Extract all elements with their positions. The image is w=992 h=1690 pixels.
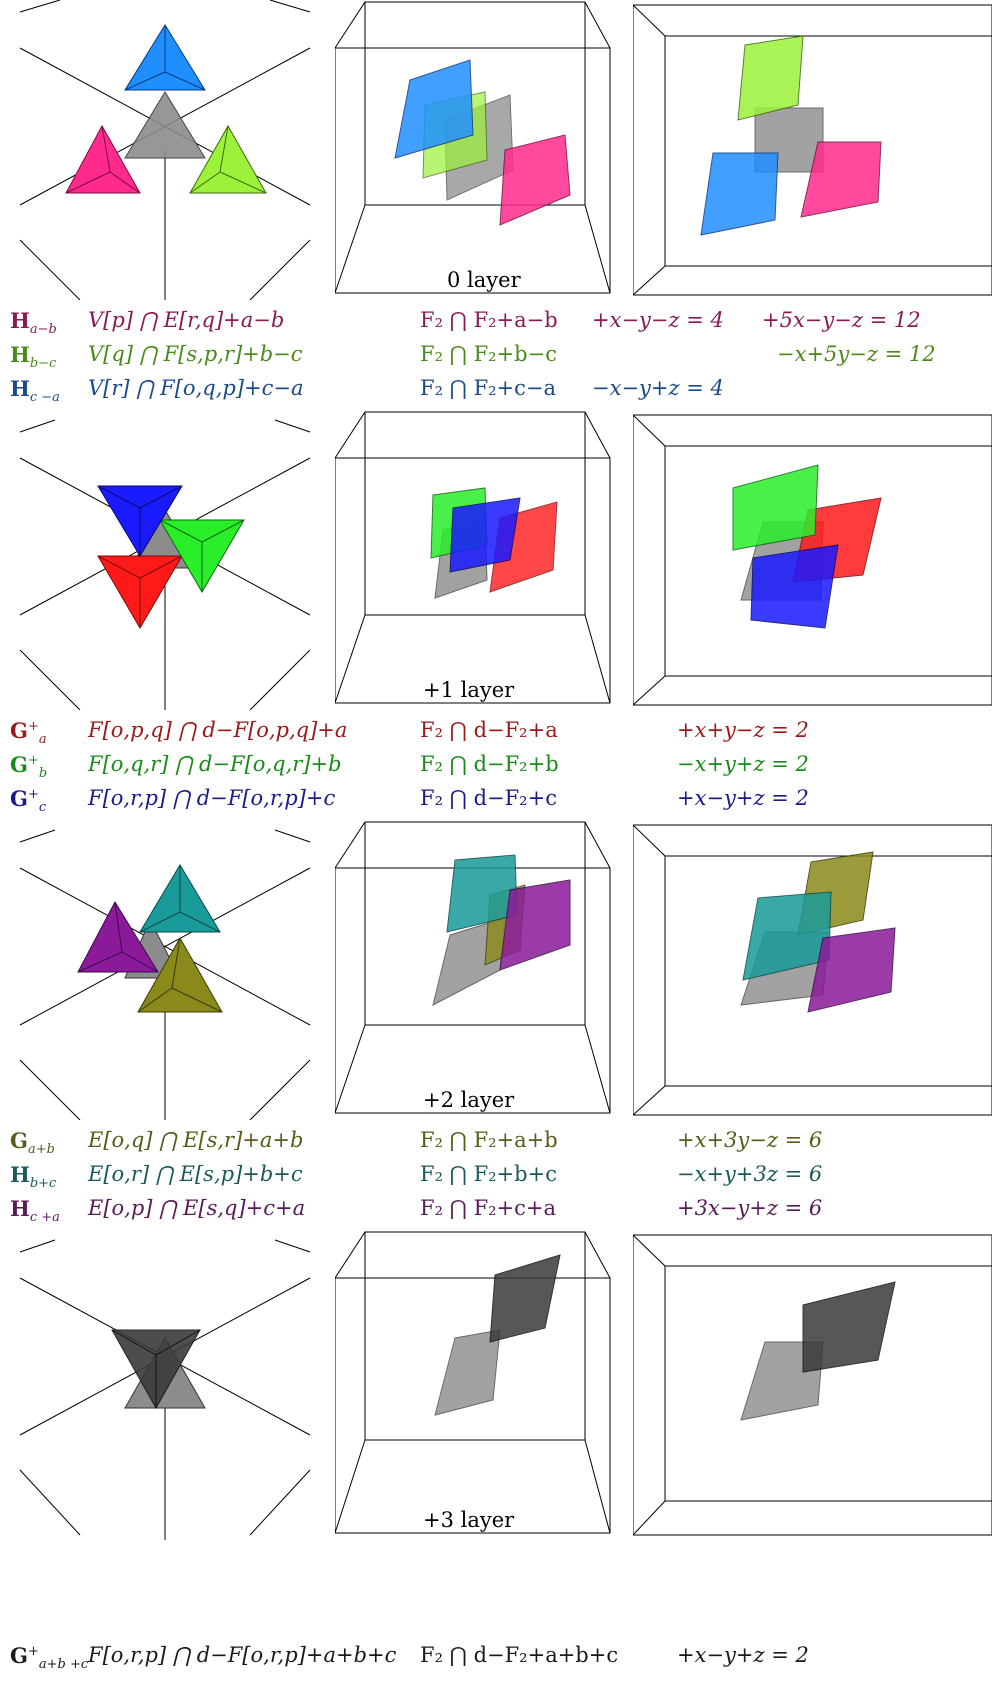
- pink-octa-front: [800, 141, 882, 218]
- blue-tetrahedron-1: [97, 485, 183, 557]
- green-octa-front: [732, 464, 819, 551]
- dark-tetrahedron: [111, 1329, 201, 1410]
- green-octa: [737, 35, 804, 121]
- layer0-top-view: [19, 0, 311, 300]
- purple-octa-front: [807, 927, 896, 1013]
- layer1-label: +1 layer: [423, 678, 515, 702]
- blue-octa: [394, 59, 474, 159]
- light-gray-octa: [434, 1329, 501, 1416]
- layer2-top-view: [19, 829, 311, 1120]
- layer2-perspective-view: +2 layer: [335, 821, 611, 1114]
- blue-octa-1: [449, 497, 521, 573]
- layer3-top-view: [19, 1239, 311, 1540]
- layer1-front-view: [633, 414, 992, 706]
- olive-tetrahedron: [137, 936, 223, 1013]
- layer0-label: 0 layer: [447, 268, 522, 292]
- dark-gray-octa-front: [802, 1281, 896, 1373]
- layer0-perspective-view: 0 layer: [335, 1, 611, 294]
- blue-tetrahedron: [124, 24, 206, 91]
- blue-octa-front: [700, 152, 779, 236]
- layer2-front-view: [633, 824, 992, 1116]
- layer3-perspective-view: +3 layer: [335, 1231, 611, 1534]
- gray-tetrahedron: [124, 91, 206, 159]
- red-tetrahedron: [97, 555, 183, 629]
- teal-tetrahedron: [139, 864, 221, 933]
- layer0-front-view: [633, 4, 992, 296]
- layer3-label: +3 layer: [423, 1508, 515, 1532]
- green-tetrahedron-1: [159, 519, 245, 593]
- layer1-perspective-view: +1 layer: [335, 411, 611, 704]
- layer1-top-view: [19, 419, 311, 710]
- layer3-front-view: [633, 1234, 992, 1536]
- purple-tetrahedron: [77, 900, 159, 973]
- blue-octa-front: [750, 544, 839, 629]
- pink-octa: [499, 134, 571, 226]
- pink-tetrahedron: [65, 124, 141, 194]
- layer2-label: +2 layer: [423, 1088, 515, 1112]
- purple-octa: [499, 879, 571, 971]
- dark-gray-octa: [489, 1254, 561, 1343]
- green-tetrahedron: [189, 124, 267, 194]
